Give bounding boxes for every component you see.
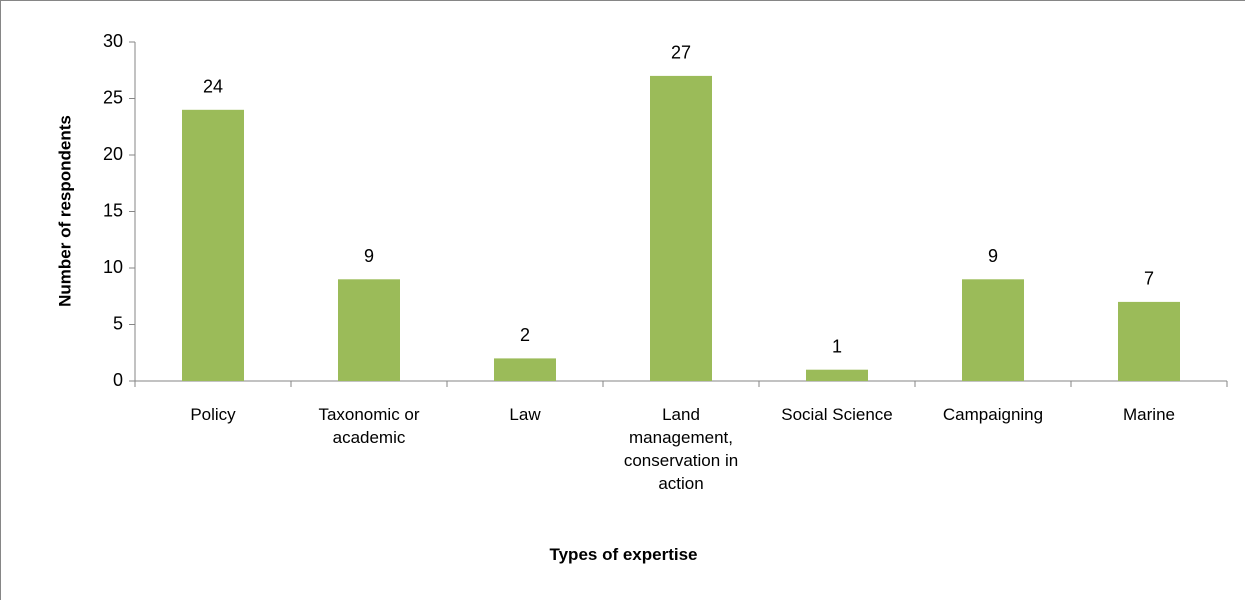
data-label: 9	[364, 246, 374, 266]
bar	[806, 369, 868, 381]
x-tick-label: Taxonomic or academic	[318, 405, 420, 447]
bar	[494, 358, 556, 381]
data-label: 24	[203, 77, 223, 97]
y-tick-label: 5	[113, 313, 123, 333]
y-tick-label: 25	[103, 87, 123, 107]
y-tick-label: 30	[103, 31, 123, 51]
y-tick-label: 15	[103, 200, 123, 220]
data-label: 9	[988, 246, 998, 266]
x-tick-label: Law	[509, 405, 541, 424]
bar	[650, 75, 712, 382]
y-axis-title: Number of respondents	[55, 115, 74, 307]
data-label: 7	[1144, 269, 1154, 289]
x-tick-label: Marine	[1123, 405, 1175, 424]
y-tick-label: 20	[103, 144, 123, 164]
bar	[182, 109, 244, 382]
bar	[1118, 301, 1180, 381]
y-tick-label: 10	[103, 257, 123, 277]
y-tick-label: 0	[113, 370, 123, 390]
x-tick-label: Land management, conservation in action	[623, 405, 739, 493]
data-label: 27	[671, 43, 691, 63]
bar	[338, 279, 400, 381]
data-label: 2	[520, 325, 530, 345]
x-tick-label: Campaigning	[942, 405, 1044, 424]
data-label: 1	[832, 336, 842, 356]
x-tick-label: Policy	[190, 405, 236, 424]
bar	[962, 279, 1024, 381]
x-tick-label: Social Science	[781, 405, 893, 424]
x-axis-title: Types of expertise	[549, 545, 698, 564]
